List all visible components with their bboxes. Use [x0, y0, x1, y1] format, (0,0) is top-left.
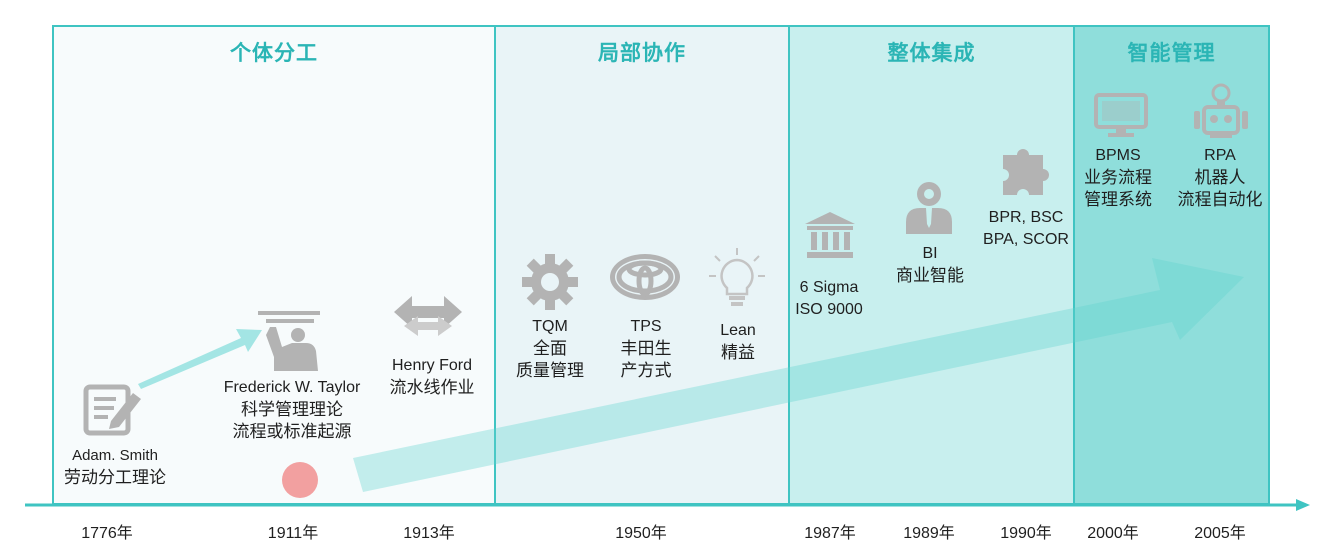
item-rpa: RPA 机器人 流程自动化 [1177, 147, 1263, 209]
year-label: 1776年 [81, 525, 133, 542]
year-label: 1990年 [1000, 525, 1052, 542]
lightbulb-icon [709, 248, 765, 306]
year-label: 2000年 [1087, 525, 1139, 542]
monitor-icon [1094, 93, 1148, 137]
year-label: 1950年 [615, 525, 667, 542]
phase-panel-overall-integration: 整体集成 [788, 25, 1075, 505]
phase-title: 智能管理 [1127, 42, 1216, 65]
item-adam-smith: Adam. Smith 劳动分工理论 [64, 447, 166, 487]
item-six-sigma: 6 Sigma ISO 9000 [795, 279, 863, 318]
phase-title: 局部协作 [598, 42, 686, 65]
year-label: 1913年 [403, 525, 455, 542]
bank-building-icon [805, 212, 855, 258]
item-lean: Lean 精益 [720, 322, 756, 362]
robot-icon [1194, 83, 1248, 138]
item-bpr: BPR, BSC BPA, SCOR [983, 209, 1069, 248]
year-label: 1989年 [903, 525, 955, 542]
year-label: 1911年 [267, 525, 319, 542]
presenter-board-icon [258, 311, 320, 371]
item-bi: BI 商业智能 [896, 245, 964, 285]
marker-dot [282, 462, 318, 498]
item-tqm: TQM 全面 质量管理 [516, 318, 584, 380]
edit-document-icon [83, 384, 141, 436]
user-bust-icon [906, 182, 952, 234]
item-bpms: BPMS 业务流程 管理系统 [1084, 147, 1152, 209]
phase-title: 个体分工 [230, 42, 318, 65]
item-henry-ford: Henry Ford 流水线作业 [389, 357, 475, 397]
year-label: 2005年 [1194, 525, 1246, 542]
item-tps: TPS 丰田生 产方式 [620, 318, 672, 380]
puzzle-piece-icon [1003, 149, 1049, 195]
toyota-logo-icon [610, 254, 680, 300]
timeline-axis [25, 499, 1310, 511]
double-arrow-icon [394, 296, 462, 336]
item-frederick-taylor: Frederick W. Taylor 科学管理理论 流程或标准起源 [223, 379, 361, 441]
phase-title: 整体集成 [887, 42, 976, 65]
gear-icon [522, 254, 578, 310]
year-label: 1987年 [804, 525, 856, 542]
